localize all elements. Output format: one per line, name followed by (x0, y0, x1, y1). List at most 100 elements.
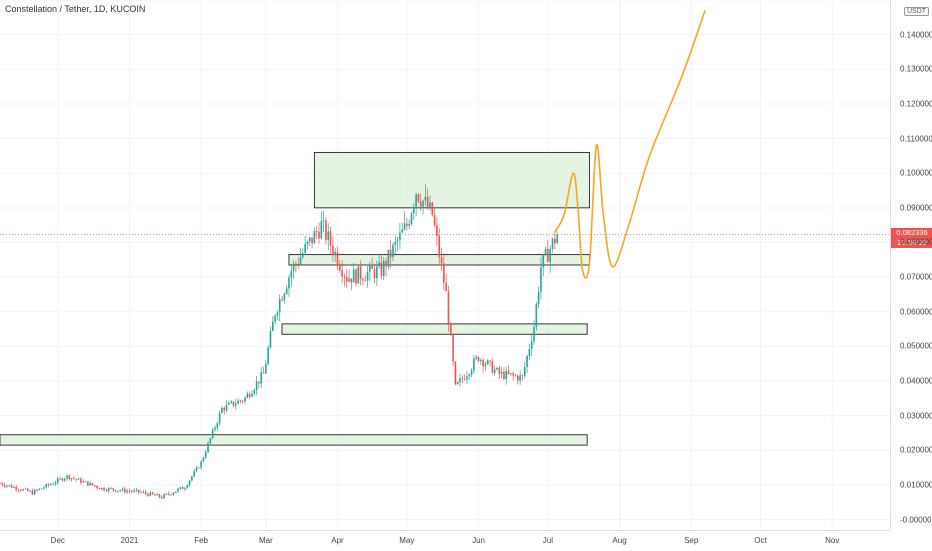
candle-body (500, 371, 503, 375)
candle-body (56, 478, 59, 483)
candle-body (459, 378, 461, 383)
candle-body (267, 347, 269, 364)
candle-body (258, 381, 260, 384)
candle-body (415, 194, 417, 207)
candle-body (36, 489, 38, 491)
candle-body (313, 231, 316, 244)
candle-body (186, 485, 189, 489)
candle-body (412, 206, 415, 214)
candle-body (271, 321, 274, 331)
time-tick-label: Mar (258, 536, 273, 545)
candle-body (262, 372, 265, 374)
candle-body (396, 240, 399, 242)
candle-body (292, 263, 295, 271)
zone-rectangle (281, 323, 588, 335)
candle-body (47, 484, 50, 486)
support-resistance-zones[interactable] (0, 151, 590, 446)
candle-body (188, 480, 191, 486)
candle-body (165, 493, 168, 495)
candle-body (147, 493, 149, 496)
candle-body (422, 200, 424, 207)
price-tick-label: 0.090000 (900, 203, 932, 213)
last-price-value: 0.082336 (896, 228, 928, 238)
candle-body (535, 304, 538, 327)
price-tick-label: 0.010000 (900, 480, 932, 490)
candle-body (193, 471, 195, 477)
time-tick-label: Sep (684, 536, 699, 545)
candle-body (117, 490, 119, 492)
candle-body (177, 488, 179, 492)
candle-body (449, 323, 452, 336)
candle-body (221, 407, 223, 413)
price-chart[interactable] (0, 0, 890, 530)
price-tick-label: 0.110000 (900, 134, 932, 144)
candle-body (436, 225, 438, 236)
candle-body (537, 291, 540, 305)
candle-body (322, 220, 325, 222)
candle-body (38, 488, 41, 490)
candle-body (253, 390, 256, 394)
candle-body (19, 490, 22, 491)
candle-body (128, 490, 131, 492)
projection-curve (554, 10, 706, 279)
candle-body (197, 467, 200, 469)
candle-body (371, 264, 373, 270)
candle-body (482, 359, 484, 367)
candle-body (480, 359, 482, 362)
candle-body (144, 491, 147, 494)
time-tick-label: Apr (331, 536, 344, 545)
price-axis[interactable]: USDT 0.082336 21:36:10 0.140000 0.130000 0… (890, 0, 932, 530)
candle-body (403, 223, 406, 230)
candle-body (498, 367, 501, 375)
time-tick-label: Nov (825, 536, 840, 545)
candle-body (0, 483, 1, 485)
candle-body (389, 249, 392, 258)
candle-body (332, 245, 334, 256)
price-tick-label: 0.080000 (900, 237, 932, 247)
candle-body (54, 482, 57, 484)
candle-body (248, 393, 251, 397)
candle-body (549, 248, 551, 262)
candle-body (369, 264, 371, 272)
candle-body (385, 260, 387, 267)
candle-body (315, 231, 318, 233)
candle-body (547, 248, 549, 262)
time-axis[interactable]: Dec 2021 Feb Mar Apr May Jun Jul Aug Sep Oct Nov (0, 530, 890, 551)
candle-body (80, 478, 82, 483)
candle-body (512, 373, 515, 376)
projection-path[interactable] (554, 10, 706, 279)
candle-body (445, 282, 447, 292)
candle-body (156, 494, 159, 496)
candle-body (302, 252, 304, 258)
candle-body (325, 220, 327, 241)
candle-body (214, 427, 216, 430)
candle-body (542, 254, 545, 268)
candle-body (218, 412, 221, 424)
candle-body (133, 490, 135, 492)
candle-body (373, 269, 376, 279)
currency-badge[interactable]: USDT (904, 7, 930, 16)
candle-body (392, 244, 394, 258)
candle-body (417, 194, 420, 202)
candle-body (59, 478, 61, 480)
time-tick-label: Oct (754, 536, 767, 545)
candle-body (216, 423, 219, 428)
candle-body (345, 276, 348, 282)
candle-body (399, 232, 401, 241)
candle-body (140, 492, 142, 493)
candle-body (202, 457, 205, 462)
candle-body (366, 271, 369, 281)
candle-body (352, 269, 355, 283)
candle-body (237, 400, 239, 404)
candle-body (456, 382, 459, 385)
candle-body (382, 260, 385, 276)
candle-body (526, 356, 528, 368)
candle-body (295, 263, 297, 265)
candle-body (135, 489, 138, 491)
candle-body (93, 485, 96, 487)
candle-body (124, 488, 126, 493)
candle-body (517, 375, 519, 381)
candle-body (281, 299, 283, 301)
candle-body (533, 326, 535, 342)
